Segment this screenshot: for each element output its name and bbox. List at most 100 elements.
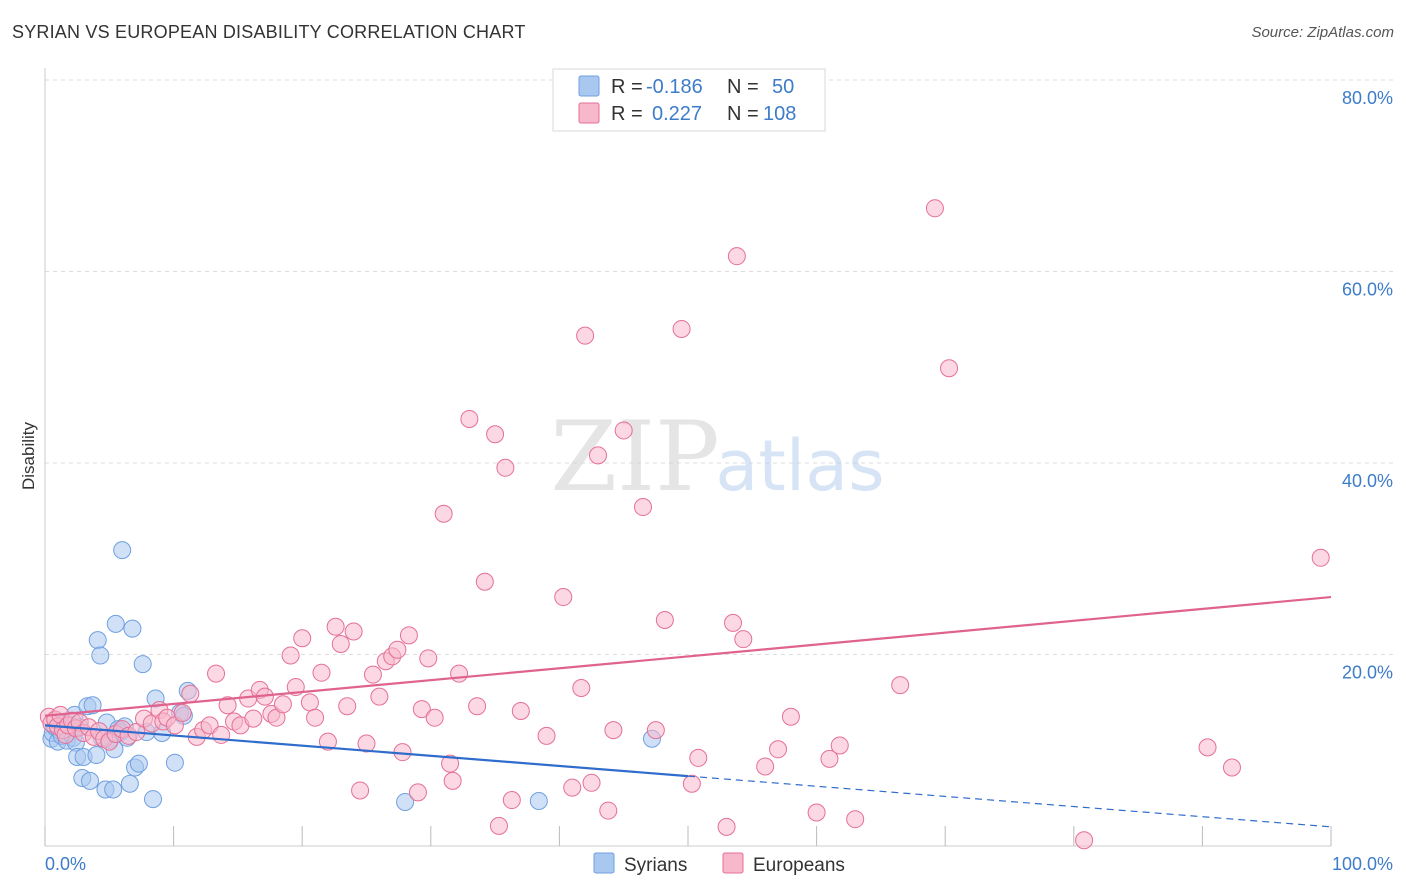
x-tick-label: 100.0% — [1332, 854, 1393, 874]
bottom-legend-swatch-europeans — [722, 852, 744, 874]
syrian-point — [88, 631, 107, 650]
european-point — [655, 611, 674, 630]
european-point — [576, 326, 595, 345]
syrian-point — [81, 771, 100, 790]
european-point — [734, 630, 753, 649]
european-point — [717, 817, 736, 836]
european-point — [331, 634, 350, 653]
syrian-point — [123, 619, 142, 638]
legend-n-value: 108 — [763, 103, 796, 125]
syrian-point — [133, 655, 152, 674]
syrian-point — [83, 696, 102, 715]
european-point — [846, 810, 865, 829]
european-point — [925, 199, 944, 218]
european-point — [443, 771, 462, 790]
y-axis-title: Disability — [19, 421, 38, 490]
european-point — [563, 778, 582, 797]
european-point — [682, 774, 701, 793]
x-tick-label: 0.0% — [45, 854, 86, 874]
europeans-trend-line — [44, 595, 1332, 717]
european-point — [727, 247, 746, 266]
european-point — [511, 701, 530, 720]
european-point — [830, 736, 849, 755]
legend-r-label: R = — [611, 76, 643, 98]
european-point — [434, 504, 453, 523]
european-point — [468, 697, 487, 716]
european-point — [460, 409, 479, 428]
syrians-trend-extrapolation — [687, 775, 1332, 828]
legend-n-value: 50 — [772, 76, 794, 98]
legend-r-value: 0.227 — [652, 103, 702, 125]
european-point — [200, 716, 219, 735]
bottom-legend: Syrians Europeans — [593, 852, 845, 876]
bottom-legend-syrians: Syrians — [624, 855, 687, 876]
syrians-trend-line — [44, 724, 689, 778]
legend-swatch-syrians — [578, 75, 600, 97]
european-point — [281, 646, 300, 665]
syrians-points — [42, 541, 661, 811]
european-point — [633, 498, 652, 517]
y-tick-label: 40.0% — [1342, 471, 1393, 491]
european-point — [370, 687, 389, 706]
european-point — [450, 664, 469, 683]
y-tick-label: 60.0% — [1342, 280, 1393, 300]
syrian-point — [529, 791, 548, 810]
syrian-point — [106, 614, 125, 633]
chart-title: SYRIAN VS EUROPEAN DISABILITY CORRELATIO… — [12, 22, 526, 42]
syrian-point — [87, 746, 106, 765]
european-point — [891, 676, 910, 695]
european-point — [312, 663, 331, 682]
european-point — [408, 783, 427, 802]
european-point — [604, 721, 623, 740]
european-point — [672, 319, 691, 338]
european-point — [273, 695, 292, 714]
european-point — [724, 613, 743, 632]
european-point — [300, 693, 319, 712]
european-point — [614, 421, 633, 440]
european-point — [781, 707, 800, 726]
syrian-point — [165, 753, 184, 772]
bottom-legend-swatch-syrians — [593, 852, 615, 874]
syrian-point — [144, 790, 163, 809]
european-point — [441, 754, 460, 773]
european-point — [363, 665, 382, 684]
european-point — [326, 617, 345, 636]
legend-r-label: R = — [611, 103, 643, 125]
european-point — [489, 816, 508, 835]
european-point — [588, 446, 607, 465]
syrian-point — [91, 646, 110, 665]
european-point — [486, 425, 505, 444]
european-point — [537, 726, 556, 745]
syrian-point — [104, 780, 123, 799]
european-point — [181, 684, 200, 703]
legend-n-label: N = — [727, 103, 759, 125]
european-point — [582, 773, 601, 792]
european-point — [399, 626, 418, 645]
european-point — [351, 781, 370, 800]
european-point — [318, 732, 337, 751]
european-point — [338, 697, 357, 716]
grid-lines — [45, 79, 1393, 655]
european-point — [244, 709, 263, 728]
x-tick-labels: 0.0% 100.0% — [45, 854, 1393, 874]
syrian-point — [113, 541, 132, 560]
y-tick-labels: 20.0% 40.0% 60.0% 80.0% — [1342, 88, 1393, 683]
europeans-points — [39, 199, 1330, 850]
european-point — [425, 708, 444, 727]
legend-n-label: N = — [727, 76, 759, 98]
european-point — [207, 664, 226, 683]
syrian-point — [396, 792, 415, 811]
european-point — [344, 622, 363, 641]
european-point — [1198, 738, 1217, 757]
european-point — [1222, 758, 1241, 777]
european-point — [940, 359, 959, 378]
european-point — [689, 748, 708, 767]
trend-lines — [44, 595, 1332, 828]
european-point — [572, 679, 591, 698]
european-point — [599, 801, 618, 820]
european-point — [554, 588, 573, 607]
y-tick-label: 80.0% — [1342, 88, 1393, 108]
european-point — [419, 649, 438, 668]
european-point — [293, 629, 312, 648]
european-point — [1075, 831, 1094, 850]
